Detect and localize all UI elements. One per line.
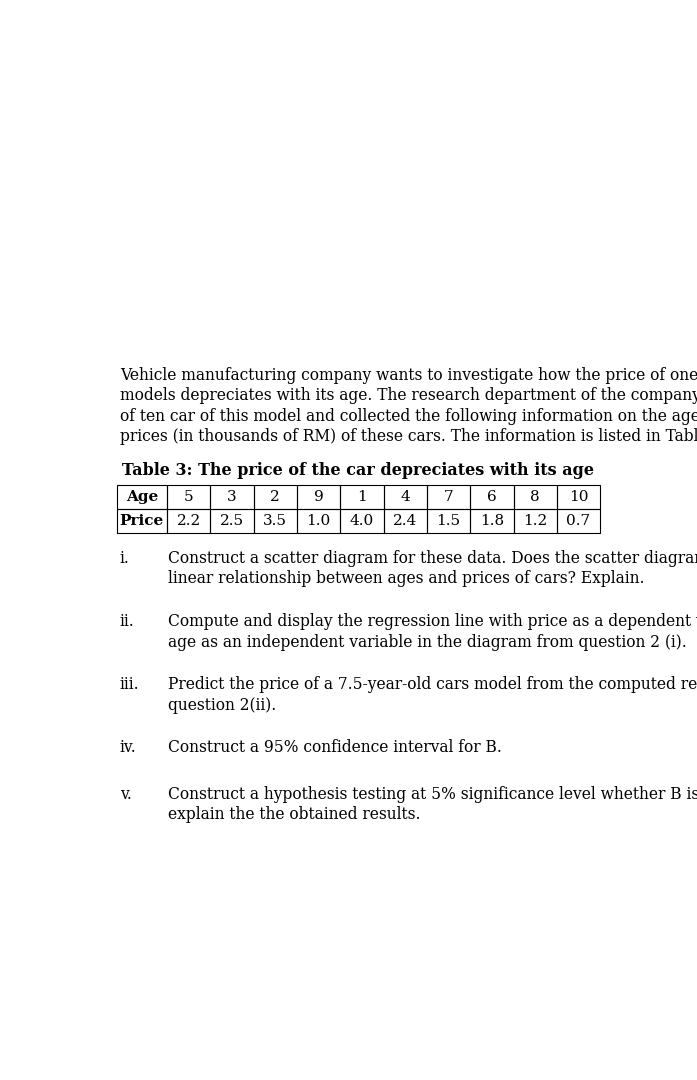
Bar xyxy=(557,485,600,509)
Text: 1.8: 1.8 xyxy=(480,514,504,528)
Text: Price: Price xyxy=(120,514,164,528)
Text: 1.5: 1.5 xyxy=(436,514,461,528)
Text: prices (in thousands of RM) of these cars. The information is listed in Table 3.: prices (in thousands of RM) of these car… xyxy=(120,428,697,445)
Bar xyxy=(254,509,297,534)
Text: linear relationship between ages and prices of cars? Explain.: linear relationship between ages and pri… xyxy=(169,570,645,588)
Text: 4.0: 4.0 xyxy=(350,514,374,528)
Text: 3.5: 3.5 xyxy=(263,514,287,528)
Text: 1: 1 xyxy=(357,490,367,504)
Bar xyxy=(383,485,427,509)
Text: 10: 10 xyxy=(569,490,588,504)
Bar xyxy=(514,509,557,534)
Text: Construct a hypothesis testing at 5% significance level whether B is negative an: Construct a hypothesis testing at 5% sig… xyxy=(169,785,697,802)
Text: Table 3: The price of the car depreciates with its age: Table 3: The price of the car depreciate… xyxy=(123,462,595,480)
Text: explain the the obtained results.: explain the the obtained results. xyxy=(169,806,421,823)
Text: Construct a 95% confidence interval for B.: Construct a 95% confidence interval for … xyxy=(169,740,503,756)
Bar xyxy=(427,485,470,509)
Text: 3: 3 xyxy=(227,490,237,504)
Text: 2: 2 xyxy=(270,490,280,504)
Text: 7: 7 xyxy=(444,490,453,504)
Bar xyxy=(167,509,210,534)
Bar xyxy=(557,509,600,534)
Bar xyxy=(297,485,340,509)
Bar xyxy=(470,509,514,534)
Bar xyxy=(514,485,557,509)
Text: 0.7: 0.7 xyxy=(567,514,590,528)
Text: 5: 5 xyxy=(184,490,194,504)
Text: models depreciates with its age. The research department of the company took a s: models depreciates with its age. The res… xyxy=(120,387,697,404)
Text: 4: 4 xyxy=(400,490,410,504)
Bar xyxy=(427,509,470,534)
Text: 2.2: 2.2 xyxy=(176,514,201,528)
Text: v.: v. xyxy=(120,785,132,802)
Text: of ten car of this model and collected the following information on the ages (in: of ten car of this model and collected t… xyxy=(120,407,697,424)
Bar xyxy=(470,485,514,509)
Text: 9: 9 xyxy=(314,490,323,504)
Bar xyxy=(116,485,167,509)
Bar xyxy=(297,509,340,534)
Text: 2.5: 2.5 xyxy=(220,514,244,528)
Text: 2.4: 2.4 xyxy=(393,514,418,528)
Text: Construct a scatter diagram for these data. Does the scatter diagram exhibit a: Construct a scatter diagram for these da… xyxy=(169,550,697,567)
Bar xyxy=(340,485,383,509)
Text: ii.: ii. xyxy=(120,613,135,630)
Bar xyxy=(340,509,383,534)
Text: 8: 8 xyxy=(530,490,540,504)
Bar xyxy=(254,485,297,509)
Text: Compute and display the regression line with price as a dependent variable and: Compute and display the regression line … xyxy=(169,613,697,630)
Text: Age: Age xyxy=(125,490,158,504)
Bar xyxy=(210,485,254,509)
Text: iv.: iv. xyxy=(120,740,137,756)
Text: 1.2: 1.2 xyxy=(523,514,547,528)
Text: question 2(ii).: question 2(ii). xyxy=(169,697,277,714)
Text: Vehicle manufacturing company wants to investigate how the price of one of the c: Vehicle manufacturing company wants to i… xyxy=(120,367,697,383)
Text: Predict the price of a 7.5-year-old cars model from the computed regression in: Predict the price of a 7.5-year-old cars… xyxy=(169,676,697,693)
Bar xyxy=(116,509,167,534)
Bar xyxy=(210,509,254,534)
Text: i.: i. xyxy=(120,550,130,567)
Text: 1.0: 1.0 xyxy=(307,514,330,528)
Text: age as an independent variable in the diagram from question 2 (i).: age as an independent variable in the di… xyxy=(169,634,687,650)
Bar xyxy=(167,485,210,509)
Text: iii.: iii. xyxy=(120,676,139,693)
Text: 6: 6 xyxy=(487,490,497,504)
Bar xyxy=(383,509,427,534)
